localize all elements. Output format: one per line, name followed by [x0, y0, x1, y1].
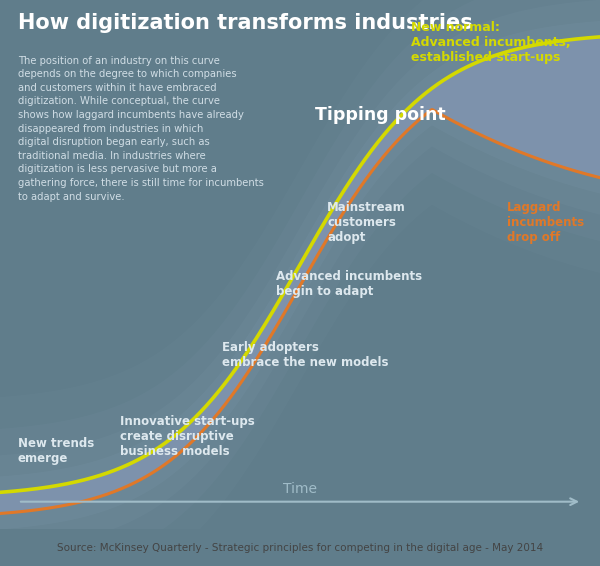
- Text: Early adopters
embrace the new models: Early adopters embrace the new models: [222, 341, 389, 370]
- Text: The position of an industry on this curve
depends on the degree to which compani: The position of an industry on this curv…: [18, 55, 264, 201]
- Text: Laggard
incumbents
drop off: Laggard incumbents drop off: [507, 201, 584, 244]
- Text: Time: Time: [283, 482, 317, 496]
- Text: New trends
emerge: New trends emerge: [18, 436, 94, 465]
- Text: New normal:
Advanced incumbents,
established start-ups: New normal: Advanced incumbents, establi…: [411, 21, 571, 64]
- Text: Tipping point: Tipping point: [315, 106, 446, 124]
- Text: Source: McKinsey Quarterly - Strategic principles for competing in the digital a: Source: McKinsey Quarterly - Strategic p…: [57, 543, 543, 552]
- Text: Mainstream
customers
adopt: Mainstream customers adopt: [327, 201, 406, 244]
- Text: How digitization transforms industries: How digitization transforms industries: [18, 13, 473, 33]
- Text: Innovative start-ups
create disruptive
business models: Innovative start-ups create disruptive b…: [120, 415, 255, 458]
- Text: Advanced incumbents
begin to adapt: Advanced incumbents begin to adapt: [276, 270, 422, 298]
